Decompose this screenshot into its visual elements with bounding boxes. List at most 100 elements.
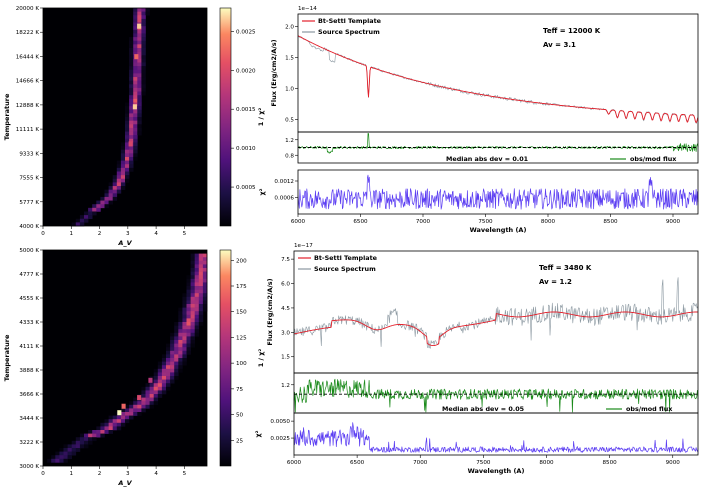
chi-top-ylabel: χ² [258,188,266,195]
chi-bottom-xtick-label: 6000 [287,460,302,466]
heatmap-top-cell [129,109,134,114]
spectrum-top-source-line [297,36,699,124]
ratio-bottom-ytick-label: 1.2 [281,383,290,389]
heatmap-top-ytick-label: 20000 K [16,6,40,12]
heatmap-top-cell [137,131,142,136]
heatmap-bottom-cell [194,260,200,265]
spectrum-top-legend-template-label: Bt-Settl Template [318,17,382,25]
heatmap-bottom-cell [178,343,183,348]
heatmap-bottom-cell [75,440,81,445]
heatmap-top-cell [141,84,146,89]
heatmap-bottom-cell [166,368,171,373]
heatmap-top-cell [133,66,138,71]
heatmap-top-cell [141,47,146,52]
heatmap-bottom-ytick-label: 3222 K [19,440,39,446]
heatmap-bottom-cell [182,354,187,359]
heatmap-top-cell [133,47,138,52]
chi-bottom-xtick-label: 8000 [539,460,554,466]
heatmap-bottom-cell [174,368,179,373]
heatmap-bottom-cell [170,376,175,380]
heatmap-bottom-cell [153,383,159,388]
heatmap-bottom-cell [79,433,85,438]
heatmap-bottom-cell [112,426,118,431]
heatmap-bottom-cell [170,336,175,341]
heatmap-bottom-cell [198,300,204,305]
heatmap-bottom-hotspot [121,403,126,409]
heatmap-top-cell [137,40,142,45]
heatmap-bottom-cell [174,322,179,326]
heatmap-top-cell [129,113,134,118]
heatmap-bottom-cell [202,307,208,312]
heatmap-bottom-cell [166,347,171,352]
heatmap-top-cell [125,113,130,118]
heatmap-top-hotspot [132,104,137,110]
heatmap-top-cell [133,98,138,103]
heatmap-top-cell [129,135,134,140]
spectrum-bottom-offset-label: 1e−17 [294,243,313,249]
heatmap-bottom-cell [198,271,204,276]
heatmap-bottom-cell [55,451,60,456]
heatmap-bottom-cell [51,458,56,463]
heatmap-bottom-cell [182,332,187,337]
heatmap-top-cell [137,109,142,114]
heatmap-bottom-cell [202,300,208,305]
heatmap-bottom-cell [190,253,195,258]
spectrum-top-ytick-label: 2.0 [285,24,294,30]
heatmap-bottom-cell [190,275,195,280]
heatmap-top-ytick-label: 5777 K [19,200,39,206]
spectrum-top-template-line [297,35,699,124]
heatmap-bottom-cell [157,376,163,380]
heatmap-top-cell [125,160,130,165]
heatmap-bottom-cell [145,390,150,395]
heatmap-bottom-cell [194,296,200,301]
heatmap-bottom-cell [194,314,200,319]
heatmap-bottom-hotspot [148,377,153,383]
heatmap-bottom-cell [182,304,187,308]
heatmap-bottom-cell [141,394,146,398]
heatmap-top-cell [96,200,101,205]
heatmap-top-ytick-label: 7555 K [19,176,39,182]
heatmap-top-cell [116,182,122,187]
heatmap-top-hotspot [134,54,139,60]
heatmap-bottom-cell [178,318,183,323]
heatmap-bottom-cell [170,347,175,352]
heatmap-top-cell [129,73,134,78]
heatmap-bottom-cell [161,365,167,370]
heatmap-bottom-cell [149,386,154,391]
chi-top-xtick-label: 6500 [353,219,368,225]
spectrum-bottom-teff-annotation: Teff = 3480 K [539,264,592,272]
heatmap-top-cell [125,120,130,125]
heatmap-bottom-cell [186,343,191,348]
heatmap-bottom-cell [145,386,150,391]
ratio-bottom-legend-label: obs/mod flux [626,405,673,413]
heatmap-top-cell [120,153,126,158]
heatmap-bottom-cell [198,286,204,290]
heatmap-top-cell [137,37,142,41]
heatmap-top-cell [92,207,97,212]
heatmap-bottom-cell [141,408,146,413]
heatmap-bottom-cell [170,354,175,359]
heatmap-top-cell [125,153,130,158]
heatmap-top-cell [137,95,142,100]
heatmap-top-ytick-label: 18222 K [16,30,40,36]
chi-top-ytick-label: 0.0006 [274,196,294,202]
heatmap-top-cell [116,160,122,165]
spectrum-top-av-annotation: Av = 3.1 [543,41,576,49]
heatmap-bottom-ylabel: Temperature [3,334,11,381]
heatmap-bottom-cell [141,390,146,395]
heatmap-bottom-cell [133,408,138,413]
heatmap-bottom-cell [67,451,72,456]
heatmap-top-cell [129,149,134,154]
heatmap-top-xtick-label: 4 [154,231,158,237]
heatmap-top-cell [137,84,142,89]
heatmap-bottom-cell [174,350,179,355]
heatmap-top-cell [141,87,146,92]
spectrum-top-ytick-label: 0.5 [285,118,294,124]
heatmap-top-cell [137,11,142,16]
heatmap-bottom-cell [178,332,183,337]
heatmap-bottom-cell [125,404,130,409]
heatmap-bottom-cell [112,422,118,427]
heatmap-top-cell [120,175,126,180]
ratio-top-ytick-label: 1.2 [285,138,294,144]
heatmap-bottom-cell [194,268,200,272]
